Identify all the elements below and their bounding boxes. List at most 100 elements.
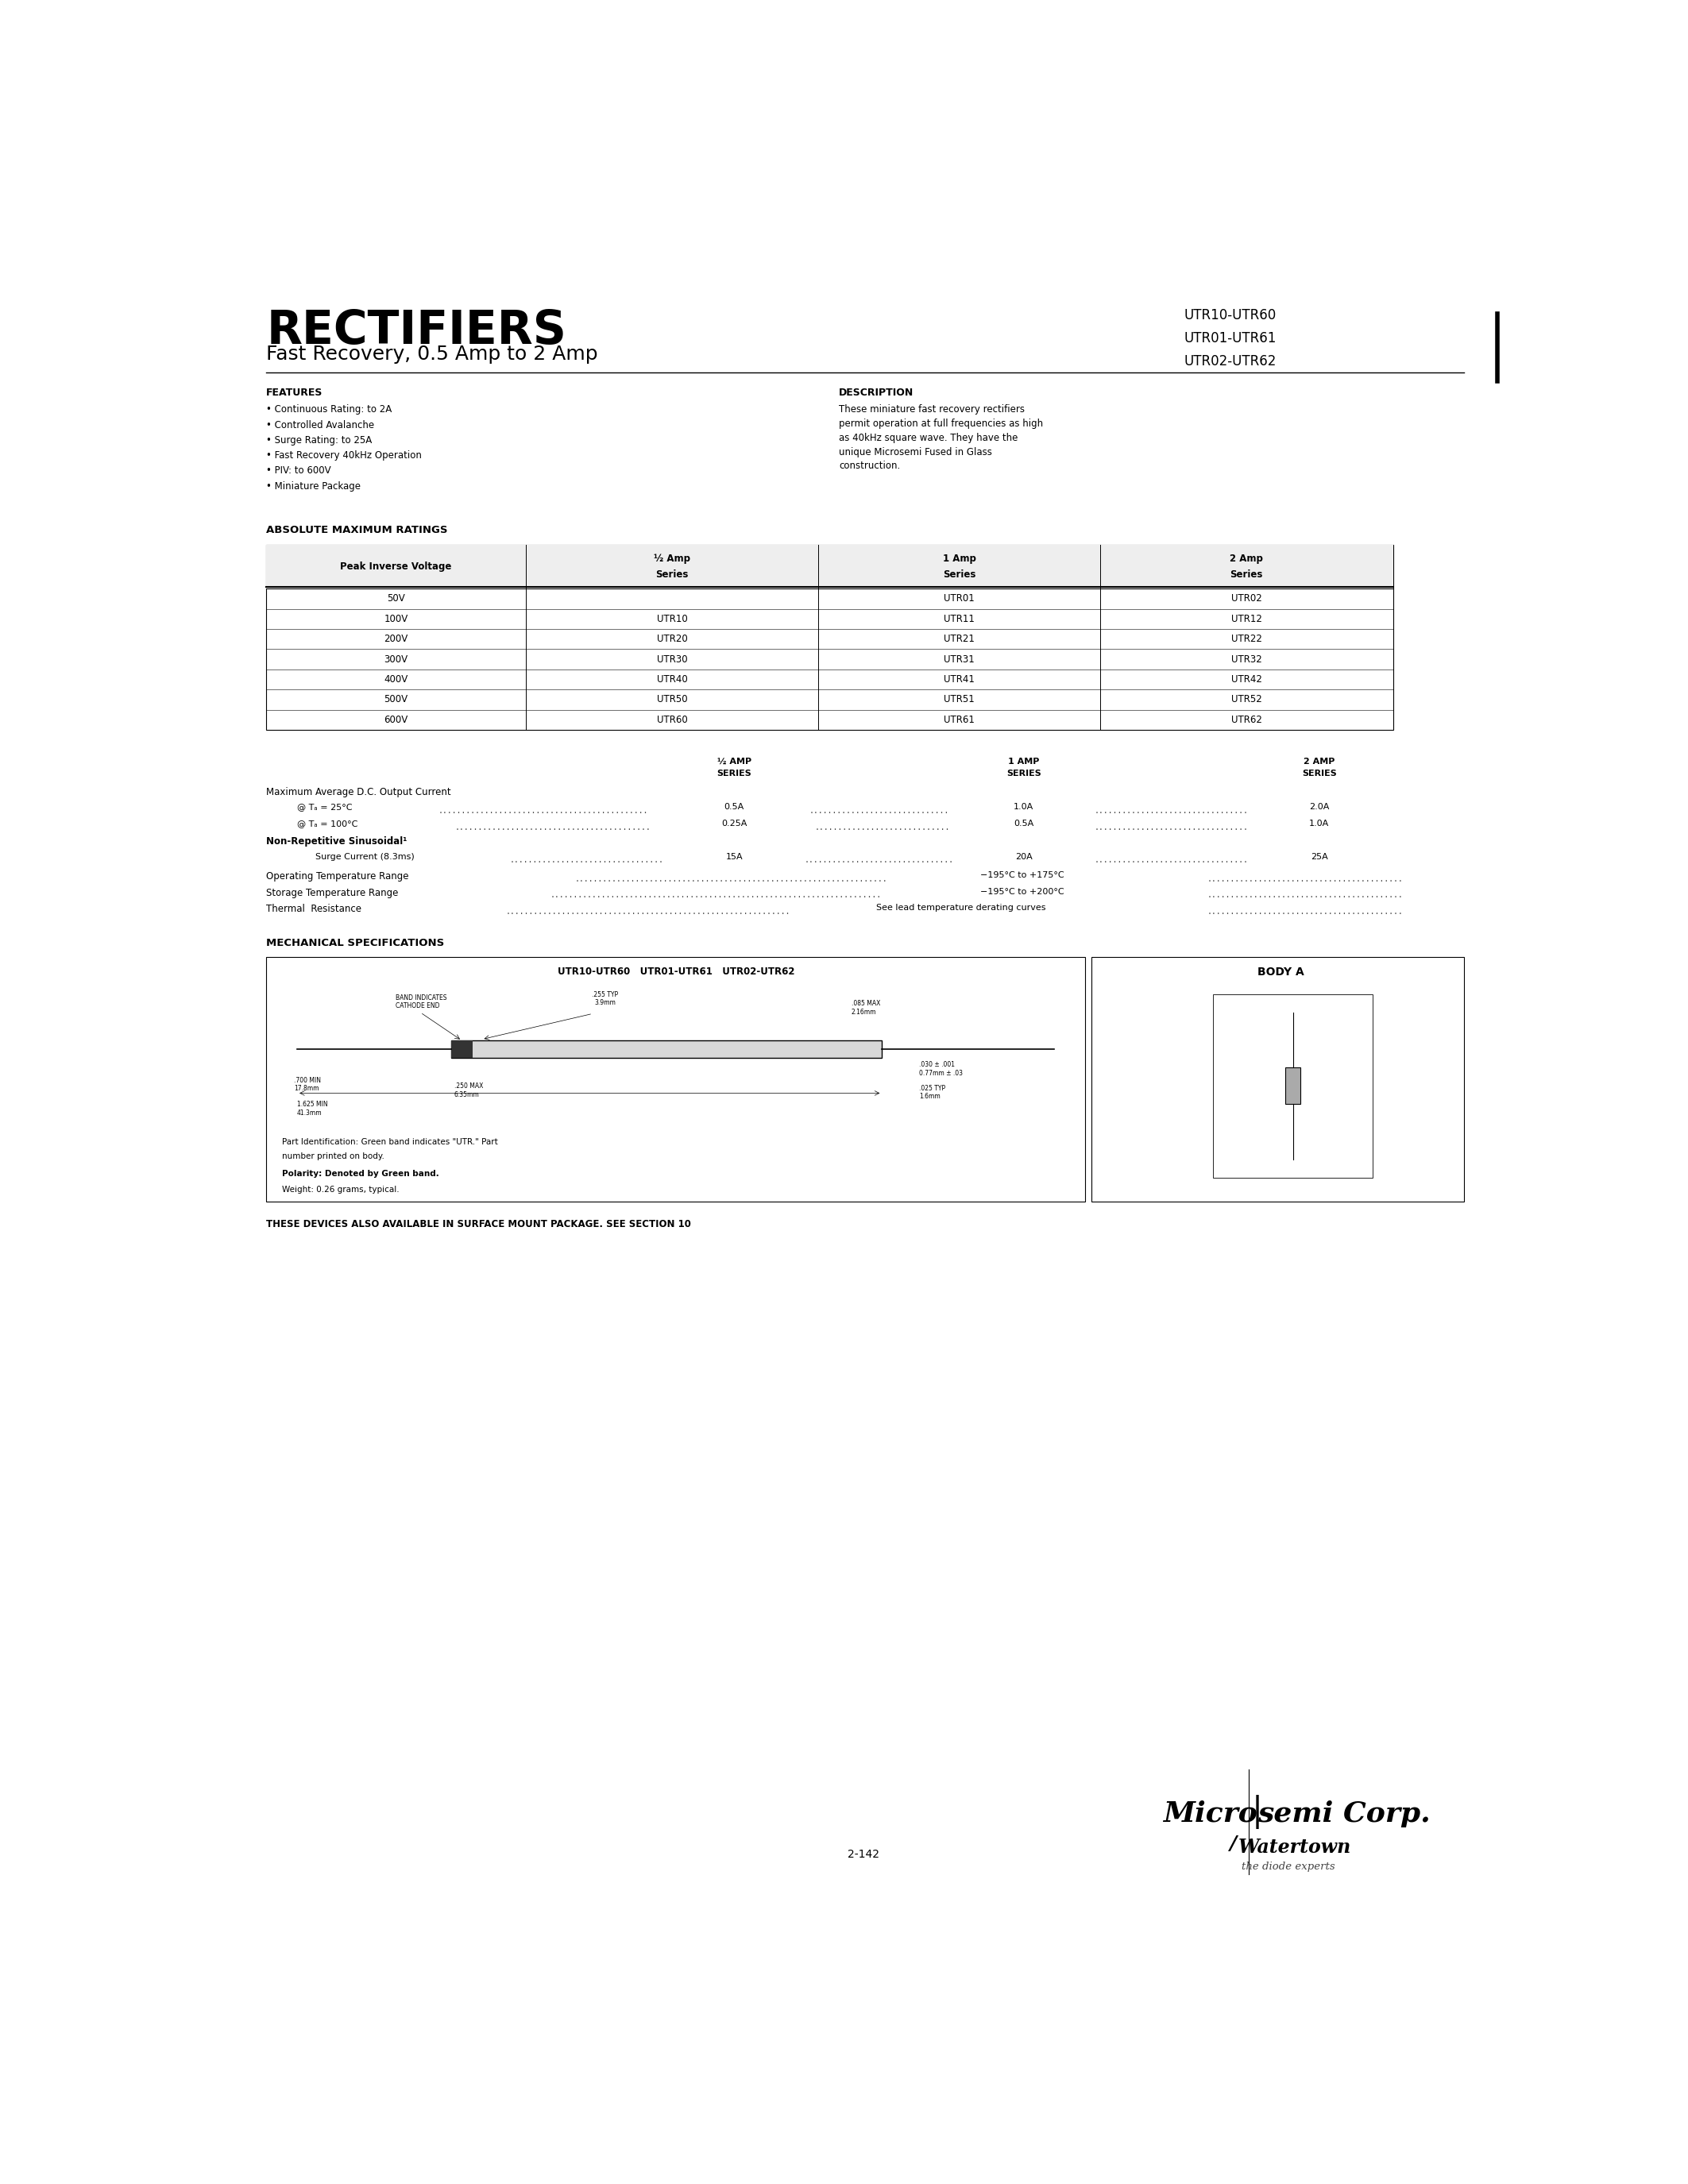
Text: 0.5A: 0.5A [1013,819,1033,828]
Text: .................................: ................................. [510,856,663,865]
Text: ..........................................: ........................................… [1207,876,1403,882]
Text: .025 TYP
1.6mm: .025 TYP 1.6mm [918,1085,945,1101]
Text: 1.0A: 1.0A [1013,804,1033,810]
Text: .700 MIN
17.8mm: .700 MIN 17.8mm [294,1077,321,1092]
Text: /: / [1229,1835,1237,1854]
Text: Watertown: Watertown [1237,1839,1350,1856]
Text: SERIES: SERIES [717,769,751,778]
Text: UTR32: UTR32 [1231,653,1263,664]
Text: UTR02: UTR02 [1231,594,1263,605]
Bar [1286,1068,1300,1105]
Text: 100V: 100V [383,614,408,625]
Bar [451,1040,473,1057]
Text: UTR10-UTR60: UTR10-UTR60 [1183,308,1276,323]
Text: • Miniature Package: • Miniature Package [267,480,361,491]
Text: 20A: 20A [1014,852,1033,860]
Text: UTR10: UTR10 [657,614,687,625]
Text: 2-142: 2-142 [847,1850,879,1861]
Text: 2 AMP: 2 AMP [1303,758,1335,764]
Text: UTR21: UTR21 [944,633,974,644]
Bar [1092,957,1463,1201]
Text: ..........................................: ........................................… [1207,909,1403,915]
Text: UTR22: UTR22 [1231,633,1263,644]
Text: |: | [1252,1795,1263,1830]
Bar [267,544,1393,590]
Text: Polarity: Denoted by Green band.: Polarity: Denoted by Green band. [282,1171,439,1177]
Text: Storage Temperature Range: Storage Temperature Range [267,887,398,898]
Text: the diode experts: the diode experts [1242,1861,1335,1872]
Text: .............................................................: ........................................… [506,909,790,915]
Text: .................................: ................................. [1094,823,1249,832]
Text: Fast Recovery, 0.5 Amp to 2 Amp: Fast Recovery, 0.5 Amp to 2 Amp [267,345,598,365]
Text: Peak Inverse Voltage: Peak Inverse Voltage [341,561,452,572]
Text: UTR02-UTR62: UTR02-UTR62 [1183,354,1276,369]
Text: .085 MAX
2.16mm: .085 MAX 2.16mm [851,1000,879,1016]
Text: MECHANICAL SPECIFICATIONS: MECHANICAL SPECIFICATIONS [267,937,444,948]
Text: Part Identification: Green band indicates "UTR." Part: Part Identification: Green band indicate… [282,1138,498,1147]
Text: UTR52: UTR52 [1231,695,1263,705]
Text: ½ Amp: ½ Amp [653,553,690,563]
Text: FEATURES: FEATURES [267,387,322,397]
Text: 1.0A: 1.0A [1310,819,1328,828]
Text: Series: Series [1231,570,1263,579]
Text: .............................................: ........................................… [439,806,648,815]
Text: 2 Amp: 2 Amp [1231,553,1263,563]
Text: UTR31: UTR31 [944,653,974,664]
Text: Maximum Average D.C. Output Current: Maximum Average D.C. Output Current [267,786,451,797]
Text: THESE DEVICES ALSO AVAILABLE IN SURFACE MOUNT PACKAGE. SEE SECTION 10: THESE DEVICES ALSO AVAILABLE IN SURFACE … [267,1219,692,1230]
Text: 600V: 600V [383,714,408,725]
Text: UTR60: UTR60 [657,714,687,725]
Text: • Controlled Avalanche: • Controlled Avalanche [267,419,375,430]
Text: ..........................................: ........................................… [454,823,650,832]
Text: .030 ± .001
0.77mm ± .03: .030 ± .001 0.77mm ± .03 [918,1061,962,1077]
Text: • Fast Recovery 40kHz Operation: • Fast Recovery 40kHz Operation [267,450,422,461]
Text: @ Tₐ = 25°C: @ Tₐ = 25°C [297,804,353,810]
Text: Weight: 0.26 grams, typical.: Weight: 0.26 grams, typical. [282,1186,398,1192]
Text: @ Tₐ = 100°C: @ Tₐ = 100°C [297,819,358,828]
Text: 400V: 400V [383,675,408,684]
Text: UTR01: UTR01 [944,594,974,605]
Text: SERIES: SERIES [1301,769,1337,778]
Text: 0.25A: 0.25A [721,819,748,828]
Text: .................................: ................................. [1094,806,1249,815]
Text: • Surge Rating: to 25A: • Surge Rating: to 25A [267,435,373,446]
Text: Non-Repetitive Sinusoidal¹: Non-Repetitive Sinusoidal¹ [267,836,407,847]
Text: 2.0A: 2.0A [1310,804,1328,810]
Text: number printed on body.: number printed on body. [282,1153,385,1160]
Text: 50V: 50V [387,594,405,605]
Text: Surge Current (8.3ms): Surge Current (8.3ms) [316,852,415,860]
Text: 0.5A: 0.5A [724,804,744,810]
Text: .255 TYP
3.9mm: .255 TYP 3.9mm [592,992,618,1007]
Text: 300V: 300V [383,653,408,664]
Text: UTR50: UTR50 [657,695,687,705]
Text: .......................................................................: ........................................… [550,891,881,900]
Text: UTR41: UTR41 [944,675,974,684]
Text: as 40kHz square wave. They have the: as 40kHz square wave. They have the [839,432,1018,443]
Bar [267,957,1085,1201]
Text: UTR42: UTR42 [1231,675,1263,684]
Text: UTR01-UTR61: UTR01-UTR61 [1183,332,1276,345]
Text: construction.: construction. [839,461,900,472]
Text: ..........................................: ........................................… [1207,891,1403,900]
Text: DESCRIPTION: DESCRIPTION [839,387,913,397]
Text: 1.625 MIN
41.3mm: 1.625 MIN 41.3mm [297,1101,327,1116]
Text: Series: Series [655,570,689,579]
Text: permit operation at full frequencies as high: permit operation at full frequencies as … [839,419,1043,428]
Text: UTR51: UTR51 [944,695,974,705]
Text: ABSOLUTE MAXIMUM RATINGS: ABSOLUTE MAXIMUM RATINGS [267,524,447,535]
Text: See lead temperature derating curves: See lead temperature derating curves [876,904,1045,913]
Text: UTR61: UTR61 [944,714,974,725]
Text: 25A: 25A [1310,852,1328,860]
Text: ..............................: .............................. [809,806,949,815]
Text: Thermal  Resistance: Thermal Resistance [267,904,361,915]
Text: unique Microsemi Fused in Glass: unique Microsemi Fused in Glass [839,448,993,456]
Text: ½ AMP: ½ AMP [717,758,751,764]
Text: UTR62: UTR62 [1231,714,1263,725]
Text: UTR30: UTR30 [657,653,687,664]
Text: 200V: 200V [383,633,408,644]
Text: Micro: Micro [1163,1800,1258,1828]
Text: 500V: 500V [383,695,408,705]
Text: ................................: ................................ [803,856,954,865]
Bar [267,544,1393,729]
Text: • PIV: to 600V: • PIV: to 600V [267,465,331,476]
